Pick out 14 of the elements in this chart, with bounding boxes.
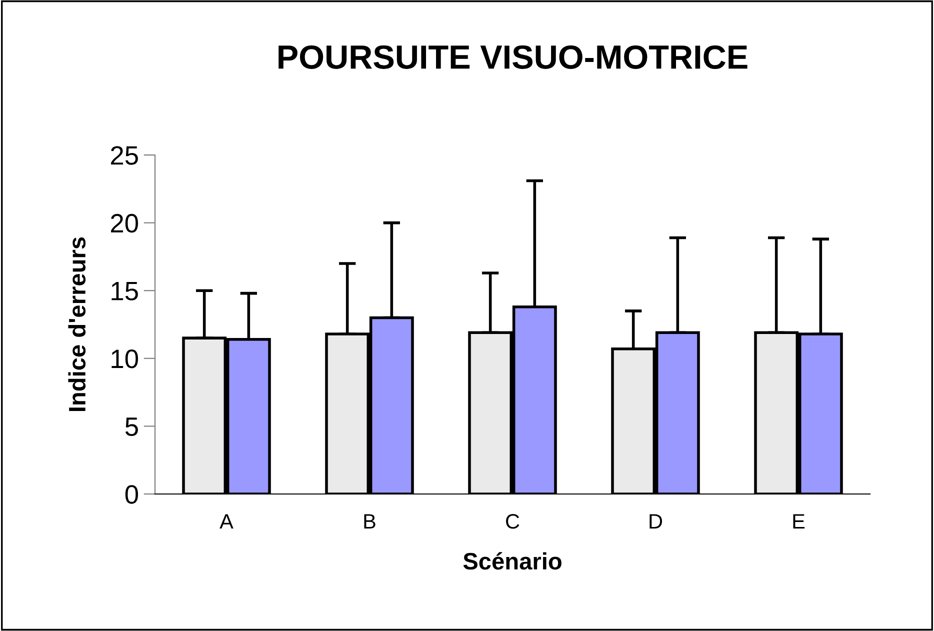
x-axis-title: Scénario: [463, 552, 562, 570]
y-tick-label: 5: [125, 418, 138, 436]
y-tick-label: 15: [112, 282, 138, 300]
x-tick-label: A: [220, 514, 234, 529]
y-axis-title: Indice d'erreurs: [68, 237, 86, 412]
y-tick-label: 25: [111, 146, 138, 165]
y-tick-label: 20: [111, 214, 138, 233]
x-tick-label: E: [793, 514, 805, 529]
x-tick-label: D: [650, 514, 662, 529]
x-tick-label: B: [364, 514, 376, 529]
y-tick-label: 10: [112, 350, 138, 368]
chart-title: POURSUITE VISUO-MOTRICE: [278, 45, 748, 69]
x-tick-label: C: [506, 514, 520, 529]
y-tick-label: 0: [125, 485, 138, 504]
